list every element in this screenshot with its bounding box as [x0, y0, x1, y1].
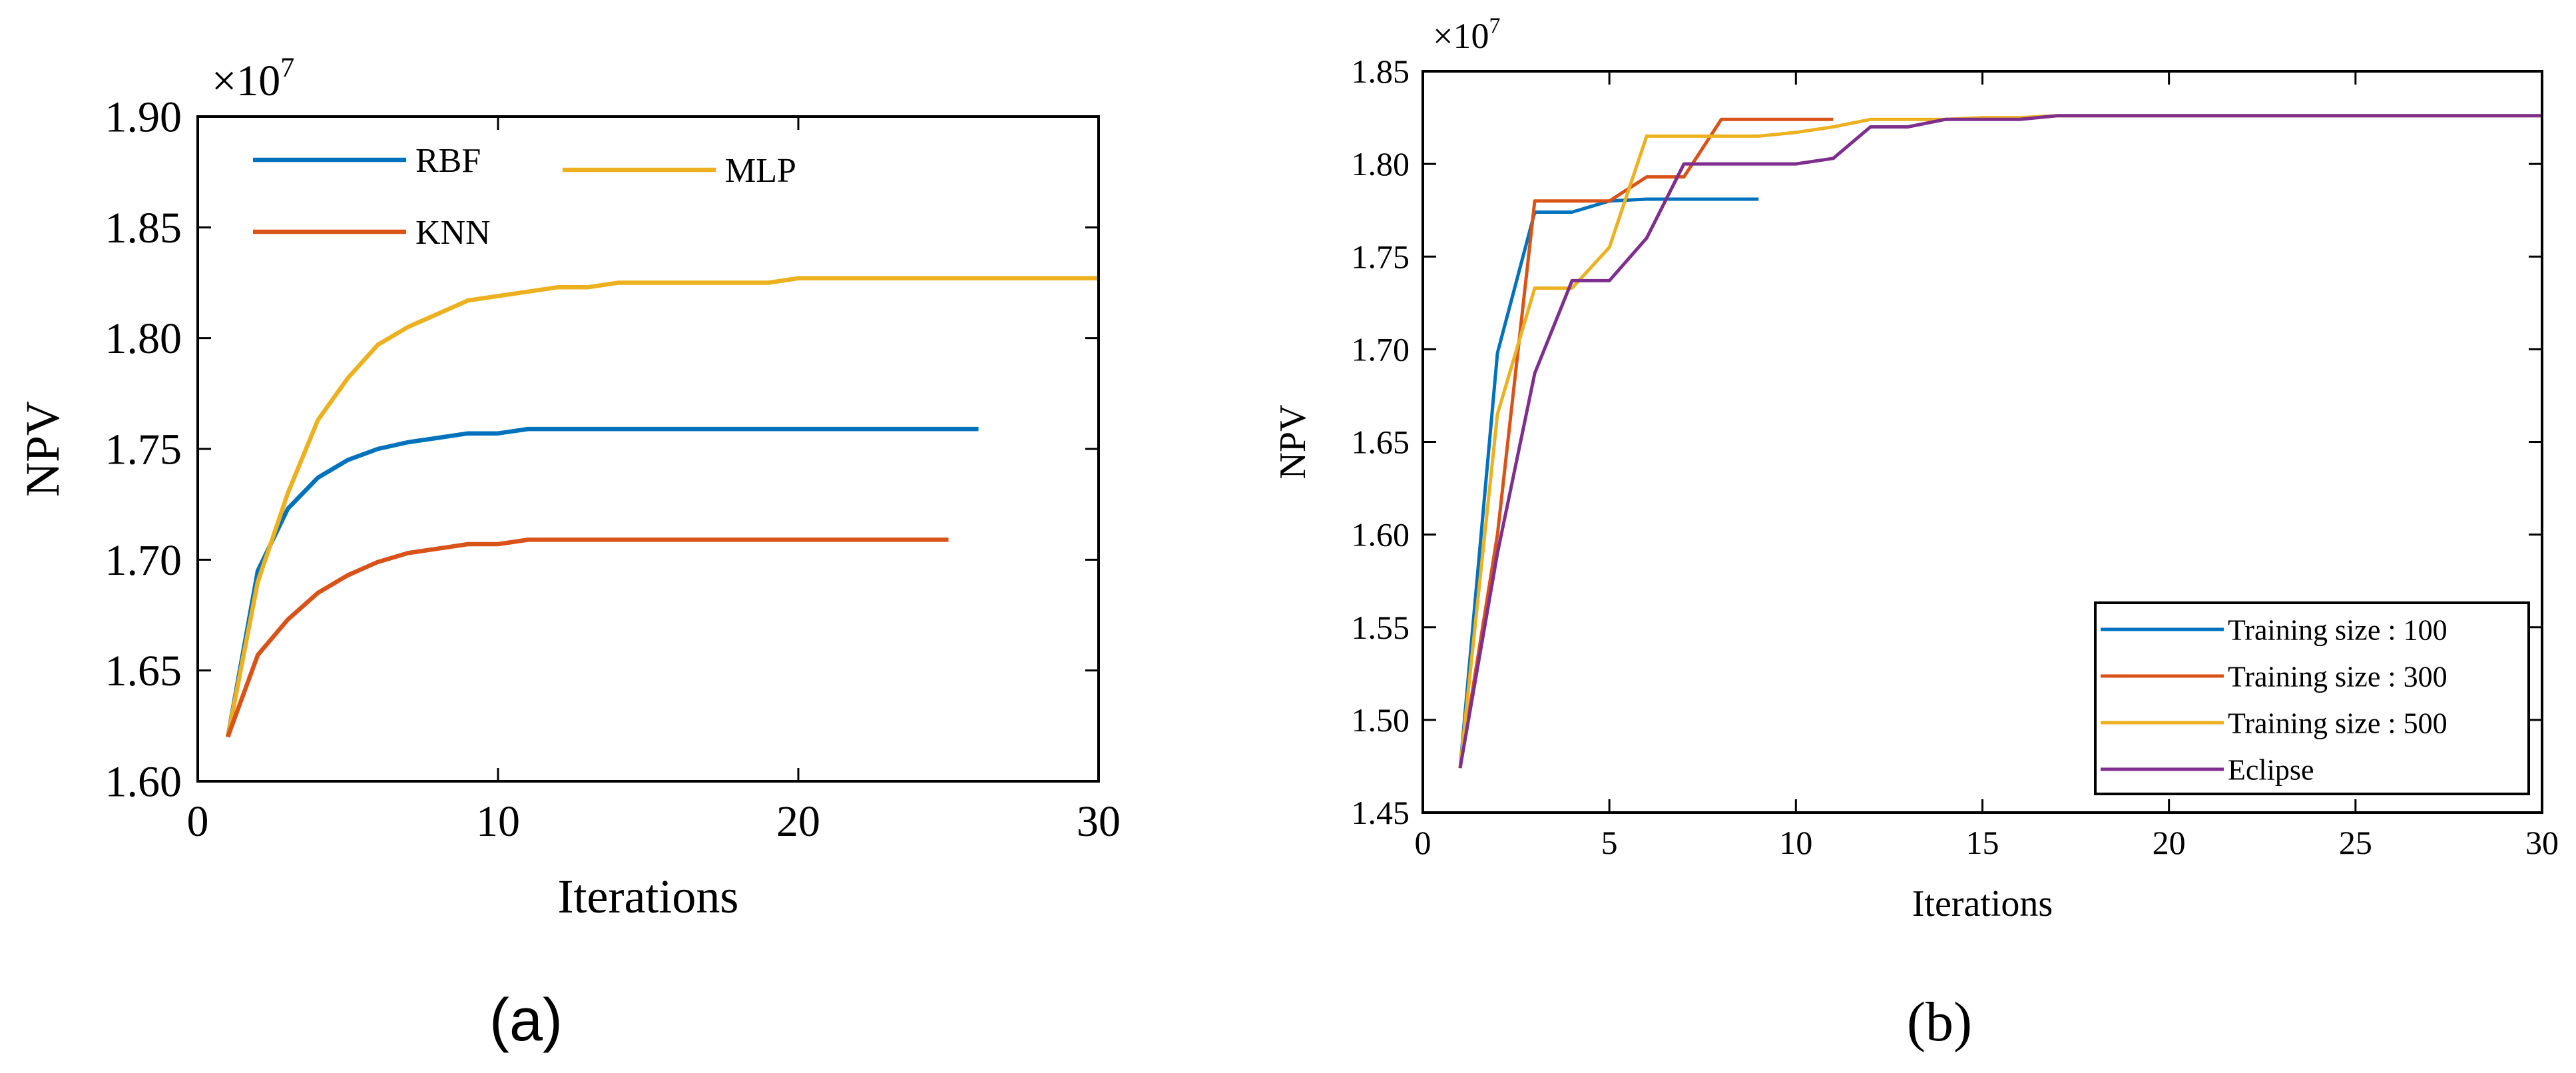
series-line-mlp — [225, 276, 1099, 738]
series-line-training-size-100 — [1458, 197, 1759, 769]
y-exponent-power: 7 — [1489, 13, 1500, 38]
y-tick-label: 1.70 — [105, 536, 182, 585]
y-tick-label: 1.85 — [1352, 53, 1410, 90]
legend-label: MLP — [725, 152, 796, 190]
y-tick-label: 1.60 — [105, 757, 182, 806]
series-line-rbf — [225, 426, 979, 738]
x-axis-label: Iterations — [1912, 883, 2053, 924]
y-tick-label: 1.60 — [1352, 516, 1410, 553]
panel-label: (a) — [489, 987, 563, 1054]
y-tick-label: 1.80 — [1352, 145, 1410, 182]
x-tick-label: 0 — [1415, 824, 1431, 861]
series-line-training-size-300 — [1458, 117, 1834, 769]
chart-panel-b: 0 5 10 15 20 25 30 1.45 1.50 1.55 1.60 1.65 1.70 1.75… — [1272, 13, 2559, 1053]
y-tick-label: 1.80 — [105, 314, 182, 363]
legend-label: RBF — [415, 142, 481, 180]
x-tick-label: 25 — [2339, 824, 2372, 861]
y-exponent-label: ×107 — [1433, 13, 1500, 56]
y-tick-label: 1.55 — [1352, 609, 1410, 646]
y-tick-label: 1.65 — [1352, 424, 1410, 461]
x-tick-label: 15 — [1966, 824, 1999, 861]
y-tick-label: 1.45 — [1352, 794, 1410, 831]
y-exponent-power: 7 — [280, 53, 294, 83]
y-tick-label: 1.90 — [105, 93, 182, 141]
legend-label: Training size : 300 — [2228, 660, 2447, 693]
x-tick-label: 5 — [1601, 824, 1618, 861]
legend: Training size : 100 Training size : 300 Tr… — [2094, 601, 2530, 795]
legend-label: KNN — [415, 214, 491, 252]
x-tick-label: 0 — [187, 797, 209, 846]
x-tick-label: 10 — [476, 797, 520, 846]
series-line-eclipse — [1458, 114, 2542, 769]
y-exponent-label: ×107 — [212, 53, 294, 105]
x-tick-label: 20 — [776, 797, 820, 846]
legend: RBF MLP KNN — [253, 142, 796, 252]
x-tick-label: 30 — [2525, 824, 2559, 861]
y-tick-label: 1.65 — [105, 647, 182, 695]
x-axis-label: Iterations — [558, 870, 739, 923]
y-tick-label: 1.75 — [105, 425, 182, 474]
x-tick-label: 30 — [1077, 797, 1121, 846]
y-tick-label: 1.70 — [1352, 330, 1410, 368]
legend-box — [2094, 601, 2530, 795]
y-tick-label: 1.50 — [1352, 701, 1410, 739]
y-tick-label: 1.75 — [1352, 238, 1410, 275]
series-line-knn — [226, 537, 949, 738]
legend-label: Training size : 500 — [2228, 707, 2447, 739]
x-tick-label: 20 — [2153, 824, 2186, 861]
y-axis-label: NPV — [16, 401, 69, 497]
plot-frame — [196, 115, 1100, 783]
x-tick-label: 10 — [1779, 824, 1812, 861]
chart-panel-a: 0 10 20 30 1.60 1.65 1.70 1.75 1.80 1.85 1.90 ×107 I… — [16, 53, 1121, 1054]
y-axis-label: NPV — [1272, 404, 1314, 479]
y-tick-label: 1.85 — [105, 204, 182, 252]
panel-label: (b) — [1907, 991, 1972, 1053]
legend-label: Training size : 100 — [2228, 613, 2447, 646]
legend-label: Eclipse — [2228, 753, 2314, 786]
